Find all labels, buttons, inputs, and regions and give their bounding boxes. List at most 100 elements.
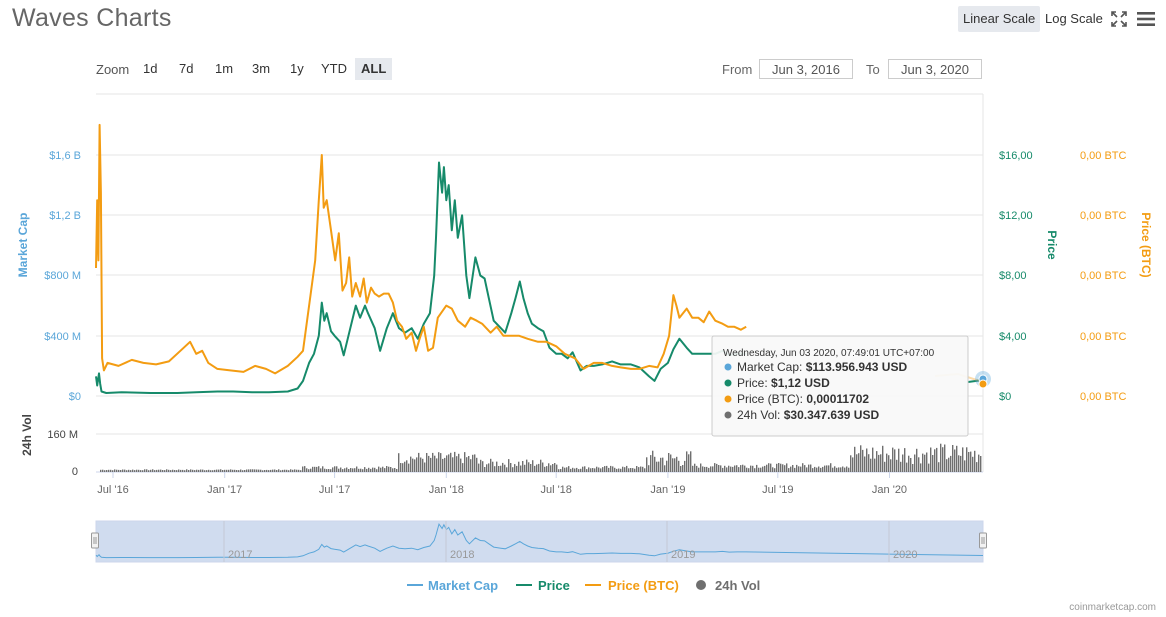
volume-bar [730,466,732,472]
volume-bar [716,463,718,472]
volume-bar [274,469,276,472]
volume-bar [584,466,586,472]
volume-bar [592,468,594,472]
zoom-1d-button[interactable]: 1d [143,61,158,76]
legend-item-24h-vol[interactable]: 24h Vol [696,578,760,593]
volume-bar [586,469,588,472]
from-date-input[interactable]: Jun 3, 2016 [759,59,853,79]
legend-item-price-btc[interactable]: Price (BTC) [585,578,679,593]
to-label: To [866,62,880,77]
volume-bar [192,469,194,472]
volume-bar [172,469,174,472]
navigator-right-handle[interactable] [979,532,987,549]
volume-bar [566,467,568,472]
volume-bar [868,454,870,472]
zoom-3m-button[interactable]: 3m [252,61,271,76]
volume-bar [832,467,834,472]
volume-bars [100,443,982,472]
volume-bar [612,466,614,472]
zoom-7d-button[interactable]: 7d [179,61,194,76]
volume-bar [116,469,118,472]
mcap-tick: $1,2 B [49,210,81,222]
volume-bar [316,466,318,472]
volume-bar [310,468,312,472]
credit-link[interactable]: coinmarketcap.com [1069,602,1156,613]
zoom-1m-button[interactable]: 1m [215,61,234,76]
volume-bar [744,465,746,472]
volume-bar [574,468,576,472]
zoom-all-button[interactable]: ALL [355,58,393,80]
log-scale-button[interactable]: Log Scale [1045,11,1103,26]
volume-bar [496,461,498,472]
volume-bar [166,469,168,472]
volume-bar [608,467,610,472]
legend-item-market-cap[interactable]: Market Cap [407,578,498,593]
legend-label: 24h Vol [715,578,760,593]
volume-bar [294,469,296,472]
volume-bar [140,470,142,472]
btc-tick: 0,00 BTC [1080,331,1127,343]
mcap-tick: $800 M [44,270,81,282]
volume-bar [344,468,346,472]
volume-bar [614,467,616,472]
navigator[interactable]: 2017 2018 2019 2020 [91,520,987,563]
volume-bar [956,445,958,472]
volume-bar [272,469,274,472]
volume-bar [864,456,866,472]
volume-bar [698,467,700,472]
volume-bar [356,466,358,472]
volume-bar [106,470,108,472]
volume-bar [340,467,342,472]
navigator-left-handle[interactable] [91,532,99,549]
volume-bar [604,466,606,472]
volume-bar [424,462,426,472]
fullscreen-icon[interactable] [1110,10,1128,28]
volume-bar [966,447,968,472]
volume-bar [618,468,620,472]
svg-text:Market Cap: $113.956.943 USD: Market Cap: $113.956.943 USD [737,360,907,374]
tooltip-bullet [724,363,732,371]
volume-bar [388,466,390,472]
volume-bar [778,463,780,472]
volume-bar [268,470,270,472]
volume-bar [508,459,510,472]
volume-bar [724,465,726,472]
volume-bar [532,460,534,472]
zoom-1y-button[interactable]: 1y [290,61,304,76]
volume-bar [290,469,292,472]
volume-bar [320,468,322,472]
volume-bar [952,445,954,472]
volume-bar [624,467,626,472]
volume-bar [480,459,482,472]
volume-bar [844,467,846,472]
volume-bar [262,470,264,472]
volume-bar [812,468,814,472]
volume-bar [338,468,340,472]
volume-bar [130,470,132,472]
volume-bar [718,465,720,472]
volume-bar [494,466,496,472]
volume-bar [250,469,252,472]
volume-bar [460,458,462,472]
volume-bar [112,470,114,472]
volume-axis-label: 24h Vol [20,414,34,456]
volume-bar [680,466,682,472]
volume-bar [110,469,112,472]
volume-bar [226,469,228,472]
volume-bar [606,465,608,472]
menu-icon[interactable] [1136,10,1156,28]
volume-bar [440,453,442,472]
volume-bar [944,444,946,472]
linear-scale-button[interactable]: Linear Scale [958,6,1041,32]
volume-bar [748,468,750,472]
legend-item-price[interactable]: Price [516,578,570,593]
volume-bar [924,454,926,472]
volume-bar [540,459,542,472]
price-axis-label: Price [1045,230,1059,260]
volume-bar [428,455,430,472]
volume-bar [894,449,896,472]
volume-bar [288,470,290,472]
to-date-input[interactable]: Jun 3, 2020 [888,59,982,79]
zoom-ytd-button[interactable]: YTD [321,61,347,76]
